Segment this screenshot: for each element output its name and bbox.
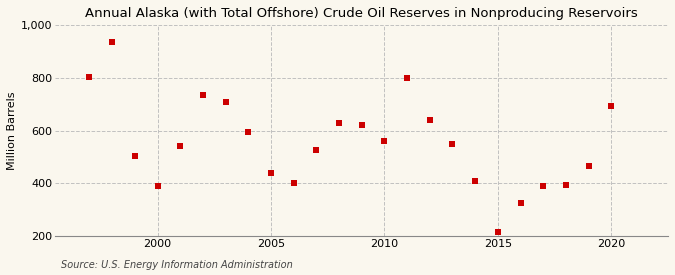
Point bbox=[515, 201, 526, 205]
Point bbox=[606, 103, 617, 108]
Point bbox=[493, 230, 504, 234]
Point bbox=[447, 142, 458, 146]
Point bbox=[425, 118, 435, 122]
Point bbox=[84, 75, 95, 79]
Point bbox=[311, 148, 322, 153]
Point bbox=[220, 100, 231, 104]
Text: Source: U.S. Energy Information Administration: Source: U.S. Energy Information Administ… bbox=[61, 260, 292, 270]
Point bbox=[130, 153, 140, 158]
Point bbox=[470, 178, 481, 183]
Point bbox=[198, 93, 209, 97]
Point bbox=[583, 164, 594, 168]
Point bbox=[243, 130, 254, 134]
Title: Annual Alaska (with Total Offshore) Crude Oil Reserves in Nonproducing Reservoir: Annual Alaska (with Total Offshore) Crud… bbox=[85, 7, 638, 20]
Point bbox=[356, 123, 367, 128]
Point bbox=[265, 170, 276, 175]
Point bbox=[379, 139, 390, 143]
Point bbox=[402, 76, 412, 80]
Point bbox=[175, 144, 186, 149]
Y-axis label: Million Barrels: Million Barrels bbox=[7, 91, 17, 170]
Point bbox=[288, 181, 299, 186]
Point bbox=[333, 120, 344, 125]
Point bbox=[560, 182, 571, 187]
Point bbox=[152, 184, 163, 188]
Point bbox=[107, 40, 117, 45]
Point bbox=[538, 184, 549, 188]
